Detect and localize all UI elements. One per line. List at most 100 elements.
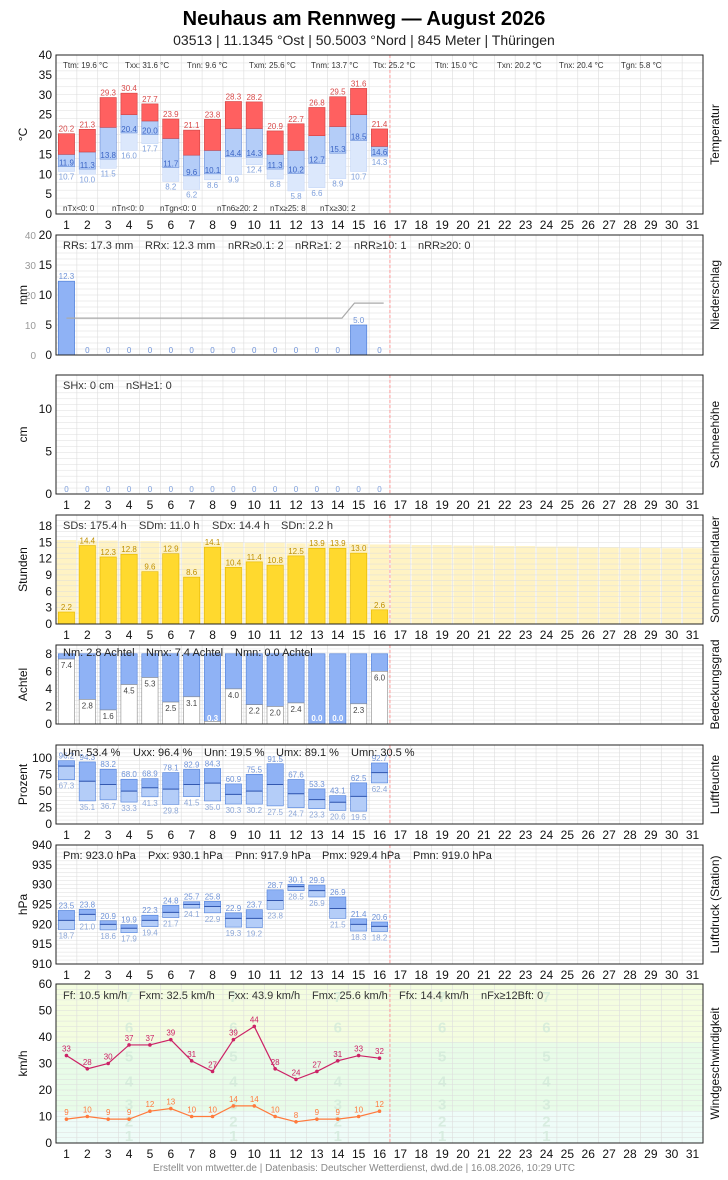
sunshine-label: 8.6 <box>186 568 198 577</box>
day-tick-label: 5 <box>147 828 154 842</box>
y-tick-label: 0 <box>45 1136 52 1150</box>
sunshine-bar <box>350 552 368 625</box>
tmin-label: 12.7 <box>309 156 325 165</box>
stat-label: Tnm: 13.7 °C <box>311 61 358 70</box>
precip-label: 0 <box>231 346 236 355</box>
y-tick-cum-label: 0 <box>30 351 36 362</box>
day-tick-label: 20 <box>456 828 470 842</box>
day-tick-label: 6 <box>167 628 174 642</box>
gust-line <box>66 1025 380 1081</box>
min-label: 19.3 <box>226 929 242 938</box>
tmax-bar <box>120 92 138 115</box>
mean-wind-label: 9 <box>64 1108 69 1117</box>
mean-wind-point <box>189 1114 194 1119</box>
day-tick-label: 6 <box>167 968 174 982</box>
mean-wind-point <box>273 1114 277 1119</box>
beaufort-mark: 5 <box>438 1049 446 1066</box>
tmax-label: 21.4 <box>372 120 388 129</box>
y-tick-cum-label: 20 <box>25 291 37 302</box>
snow-label: 0 <box>231 485 236 494</box>
max-label: 62.5 <box>351 774 367 783</box>
tgn-label: 10.0 <box>80 175 96 184</box>
min-label: 24.1 <box>184 910 200 919</box>
day-tick-label: 23 <box>519 968 533 982</box>
sunshine-bar <box>287 555 305 625</box>
max-label: 68.0 <box>121 770 137 779</box>
tmin-label: 15.3 <box>330 145 346 154</box>
tmax-bar <box>245 101 263 129</box>
day-tick-label: 18 <box>415 968 429 982</box>
min-range-bar <box>308 799 326 809</box>
day-tick-label: 27 <box>602 968 616 982</box>
max-label: 92.7 <box>372 754 388 763</box>
day-tick-label: 21 <box>477 968 491 982</box>
min-range-bar <box>162 912 180 918</box>
snow-label: 0 <box>273 485 278 494</box>
gust-point <box>294 1077 298 1082</box>
min-label: 35.1 <box>80 803 96 812</box>
cloud-cover-bar <box>371 653 388 672</box>
panel-side-label: Windgeschwindigkeit <box>708 1007 722 1120</box>
max-label: 94.3 <box>80 753 96 762</box>
tmax-bar <box>266 130 284 155</box>
tgn-label: 10.7 <box>351 172 367 181</box>
y-tick-label: 15 <box>39 147 53 161</box>
min-range-bar <box>99 784 117 801</box>
max-range-bar <box>120 778 138 792</box>
cloud-cover-bar <box>224 653 242 690</box>
potential-sun-bar <box>515 546 536 624</box>
potential-sun-bar <box>56 540 77 624</box>
day-tick-label: 11 <box>269 218 282 232</box>
max-range-bar <box>287 779 305 795</box>
precip-label: 0 <box>189 346 194 355</box>
min-range-bar <box>287 793 305 809</box>
max-label: 78.1 <box>163 764 179 773</box>
day-tick-label: 2 <box>84 1147 91 1161</box>
y-tick-label: 0 <box>45 487 52 501</box>
cloud-cover-label: 0.3 <box>207 714 219 723</box>
day-tick-label: 16 <box>373 828 387 842</box>
tgn-label: 8.9 <box>332 180 344 189</box>
day-tick-label: 28 <box>623 498 637 512</box>
day-tick-label: 12 <box>289 968 303 982</box>
max-label: 83.2 <box>100 760 116 769</box>
gust-point <box>106 1061 110 1066</box>
cumulative-precip-line <box>66 302 384 319</box>
max-range-bar <box>99 768 117 785</box>
gust-label: 27 <box>208 1060 217 1069</box>
y-tick-label: 10 <box>39 288 53 302</box>
mean-wind-point <box>356 1114 361 1119</box>
sunshine-label: 2.2 <box>61 603 73 612</box>
beaufort-mark: 7 <box>125 989 133 1006</box>
mean-wind-label: 14 <box>250 1095 259 1104</box>
mean-wind-point <box>315 1117 319 1121</box>
tgn-label: 10.7 <box>59 172 75 181</box>
snow-label: 0 <box>377 485 382 494</box>
day-tick-label: 17 <box>394 968 408 982</box>
min-range-bar <box>350 924 368 932</box>
gust-label: 28 <box>83 1058 92 1067</box>
beaufort-mark: 4 <box>334 1074 343 1091</box>
snow-label: 0 <box>106 485 111 494</box>
cloud-cover-label: 2.8 <box>82 701 94 710</box>
min-label: 23.8 <box>267 911 283 920</box>
day-tick-label: 14 <box>331 498 345 512</box>
mean-wind-label: 10 <box>208 1106 217 1115</box>
tmax-label: 21.1 <box>184 121 200 130</box>
day-tick-label: 26 <box>582 218 596 232</box>
max-range-bar <box>350 782 368 797</box>
stat-label: Uxx: 96.4 % <box>133 747 193 759</box>
y-tick-label: 75 <box>39 768 53 782</box>
sunshine-bar <box>329 547 347 625</box>
beaufort-mark: 6 <box>334 1019 342 1036</box>
min-label: 26.9 <box>309 899 325 908</box>
panel-frame <box>55 514 704 625</box>
gust-label: 30 <box>104 1053 113 1062</box>
min-range-bar <box>78 780 96 802</box>
day-tick-label: 2 <box>84 628 91 642</box>
day-tick-label: 7 <box>188 628 195 642</box>
precip-label: 0 <box>294 346 299 355</box>
y-tick-label: 5 <box>45 445 52 459</box>
y-tick-label: 10 <box>39 402 53 416</box>
